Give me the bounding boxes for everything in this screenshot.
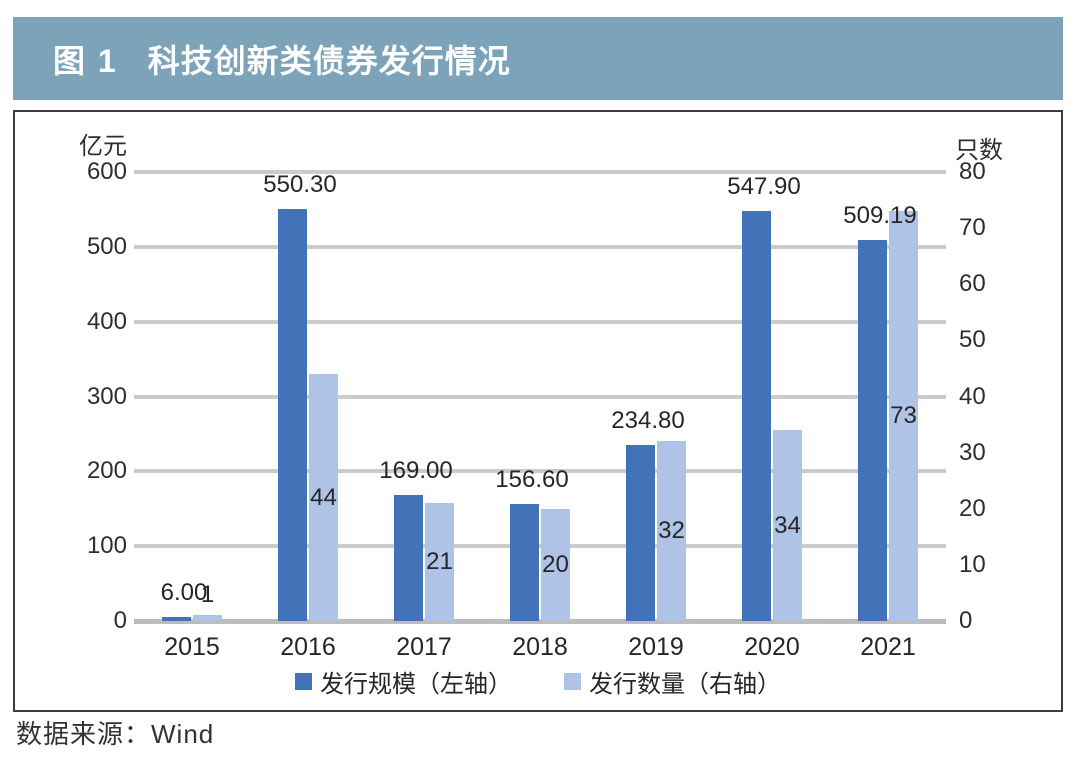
legend-item-count: 发行数量（右轴） [564,664,781,699]
gridline [134,544,946,549]
gridline [134,319,946,324]
count-value-label: 44 [310,483,337,511]
category-label: 2015 [164,633,220,661]
category-label: 2020 [744,633,800,661]
count-value-label: 1 [200,581,215,609]
category-label: 2017 [396,633,452,661]
count-bar [425,503,454,621]
data-source: 数据来源：Wind [16,719,215,749]
right-axis-tick: 40 [959,382,986,410]
scale-bar [742,210,771,621]
count-bar [773,430,802,621]
left-axis-tick: 200 [86,457,127,485]
scale-value-label: 234.80 [611,407,685,435]
scale-value-label: 509.19 [843,201,917,229]
gridline [134,170,946,174]
category-label: 2016 [280,633,336,661]
count-value-label: 73 [890,402,917,430]
count-bar [889,211,918,621]
right-axis-tick: 70 [959,214,986,242]
scale-bar [278,209,307,621]
gridline [134,244,946,249]
count-bar [657,441,686,621]
chart-container: 亿元 只数 600 500 400 300 200 100 0 80 70 60 50 40 30 20 1… [13,110,1063,712]
legend-item-scale: 发行规模（左轴） [295,664,512,699]
right-axis-tick: 60 [959,270,986,298]
scale-bar [510,503,539,621]
right-axis-tick: 0 [959,607,973,634]
right-axis-tick: 50 [959,326,986,354]
right-axis-tick: 80 [959,158,986,185]
scale-bar [162,616,191,621]
scale-value-label: 547.90 [727,172,801,200]
figure-number: 图 1 [53,42,118,79]
category-label: 2019 [628,633,684,661]
count-bar [541,508,570,621]
scale-bar [858,239,887,621]
count-value-label: 32 [658,517,685,545]
count-value-label: 20 [542,550,569,578]
gridline [134,469,946,474]
left-axis-tick: 600 [86,158,127,185]
left-axis-title: 亿元 [79,133,127,160]
left-axis-tick: 300 [86,382,127,410]
right-axis-tick: 30 [959,438,986,466]
scale-value-label: 6.00 [160,578,208,606]
gridline [134,394,946,399]
x-axis-line [134,619,946,624]
scale-value-label: 550.30 [263,171,337,199]
legend-label-scale: 发行规模（左轴） [320,671,512,698]
figure-header: 图 1 科技创新类债券发行情况 [13,17,1063,100]
scale-value-label: 169.00 [379,456,453,484]
legend-swatch-scale-icon [295,673,312,690]
legend-label-count: 发行数量（右轴） [589,671,781,698]
left-axis-tick: 400 [86,307,127,335]
right-axis-tick: 20 [959,494,986,522]
right-axis-title: 只数 [955,137,1003,164]
scale-bar [626,445,655,621]
count-value-label: 21 [426,548,453,576]
scale-value-label: 156.60 [495,465,569,493]
figure-title: 科技创新类债券发行情况 [147,42,511,79]
count-bar [309,374,338,621]
left-axis-tick: 500 [86,232,127,260]
count-bar [193,615,222,621]
right-axis-tick: 10 [959,550,986,578]
category-label: 2018 [512,633,568,661]
count-value-label: 34 [774,511,801,539]
left-axis-tick: 100 [86,532,127,560]
legend-swatch-count-icon [564,673,581,690]
scale-bar [394,494,423,621]
category-label: 2021 [860,633,916,661]
left-axis-tick: 0 [113,607,127,634]
legend: 发行规模（左轴） 发行数量（右轴） [15,664,1061,699]
